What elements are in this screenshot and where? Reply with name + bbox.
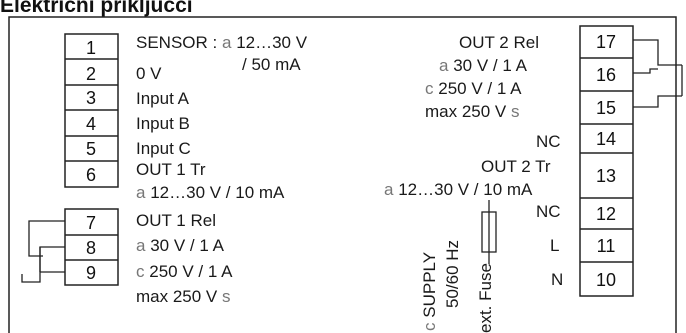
terminal-4-number: 4 [86, 114, 96, 134]
out1-tr-spec: a 12…30 V / 10 mA [136, 183, 285, 202]
zero-volt-label: 0 V [136, 64, 162, 83]
nc-14-label: NC [536, 132, 561, 151]
supply-label: c SUPPLY [420, 251, 439, 331]
terminal-5-number: 5 [86, 139, 96, 159]
terminal-1-number: 1 [86, 38, 96, 58]
terminal-17-number: 17 [596, 32, 616, 52]
terminal-7-number: 7 [86, 213, 96, 233]
terminal-8-number: 8 [86, 238, 96, 258]
terminal-15-number: 15 [596, 98, 616, 118]
out1-rel-spec-ac: c 250 V / 1 A [136, 262, 233, 281]
terminal-3-number: 3 [86, 88, 96, 108]
out1-tr-label: OUT 1 Tr [136, 160, 206, 179]
terminal-block-left-top [64, 33, 119, 188]
nc-12-label: NC [536, 202, 561, 221]
terminal-11-number: 11 [597, 236, 616, 256]
terminal-10-number: 10 [596, 270, 616, 290]
input-b-label: Input B [136, 114, 190, 133]
input-a-label: Input A [136, 89, 189, 108]
relay-2-contact-wiring [633, 39, 683, 108]
out2-rel-spec-dc: a 30 V / 1 A [439, 56, 527, 75]
line-label: L [550, 236, 560, 255]
out2-tr-spec: a 12…30 V / 10 mA [384, 180, 533, 199]
terminal-block-right [579, 25, 634, 297]
terminal-6-number: 6 [86, 165, 96, 185]
out1-rel-spec-dc: a 30 V / 1 A [136, 236, 224, 255]
fuse-symbol [481, 200, 497, 264]
out1-rel-label: OUT 1 Rel [136, 211, 216, 230]
external-fuse-label: ext. Fuse [476, 263, 495, 333]
out2-rel-max: max 250 V s [425, 102, 520, 121]
out2-rel-label: OUT 2 Rel [459, 33, 539, 52]
sensor-current-label: / 50 mA [242, 55, 301, 74]
terminal-14-number: 14 [596, 129, 616, 149]
input-c-label: Input C [136, 139, 191, 158]
terminal-numbers: 1 2 3 4 5 6 7 8 9 17 16 15 14 13 12 11 1… [86, 32, 616, 290]
diagram-heading: Električni priključci [0, 0, 193, 17]
sensor-label: SENSOR : a 12…30 V [136, 33, 308, 52]
outer-frame [8, 16, 677, 333]
terminal-12-number: 12 [596, 204, 616, 224]
neutral-label: N [551, 270, 564, 289]
out2-tr-label: OUT 2 Tr [481, 157, 551, 176]
terminal-2-number: 2 [86, 64, 96, 84]
out2-rel-spec-ac: c 250 V / 1 A [425, 79, 522, 98]
terminal-16-number: 16 [596, 65, 616, 85]
out1-rel-max: max 250 V s [136, 287, 231, 306]
terminal-9-number: 9 [86, 263, 96, 283]
frequency-label: 50/60 Hz [443, 239, 462, 308]
terminal-13-number: 13 [596, 166, 616, 186]
relay-1-contact-wiring [21, 220, 65, 283]
